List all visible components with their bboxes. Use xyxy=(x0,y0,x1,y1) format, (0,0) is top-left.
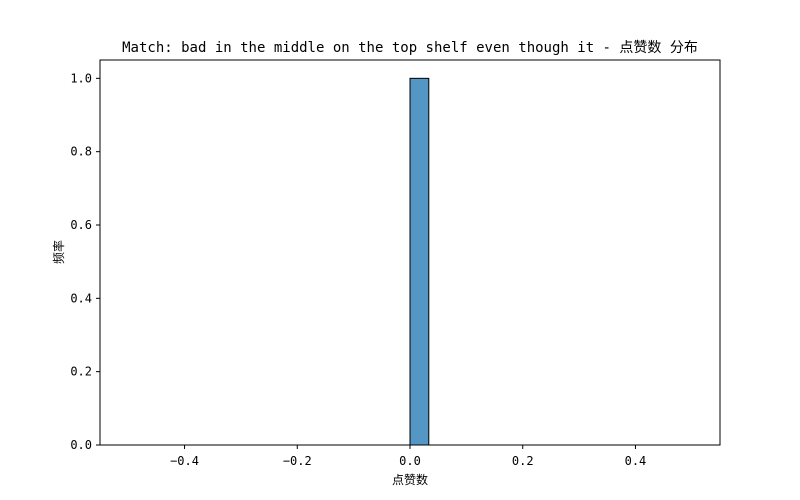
x-axis-label: 点赞数 xyxy=(392,472,428,487)
chart-title: Match: bad in the middle on the top shel… xyxy=(122,40,698,56)
x-tick-label: 0.0 xyxy=(399,454,421,468)
plot-area-frame xyxy=(99,59,721,446)
y-tick-label: 1.0 xyxy=(70,71,92,85)
y-axis-ticks: 0.0 0.2 0.4 0.6 0.8 1.0 xyxy=(70,71,100,452)
y-tick-label: 0.6 xyxy=(70,218,92,232)
histogram-bar xyxy=(409,77,430,446)
bars-group xyxy=(409,77,430,446)
x-axis-ticks: −0.4 −0.2 0.0 0.2 0.4 xyxy=(170,445,646,468)
x-tick-label: −0.4 xyxy=(170,454,199,468)
x-tick-label: −0.2 xyxy=(283,454,312,468)
y-tick-label: 0.4 xyxy=(70,291,92,305)
x-tick-label: 0.4 xyxy=(625,454,647,468)
x-tick-label: 0.2 xyxy=(512,454,534,468)
y-tick-label: 0.2 xyxy=(70,365,92,379)
y-tick-label: 0.8 xyxy=(70,145,92,159)
y-tick-label: 0.0 xyxy=(70,438,92,452)
y-axis-label: 频率 xyxy=(51,240,66,264)
